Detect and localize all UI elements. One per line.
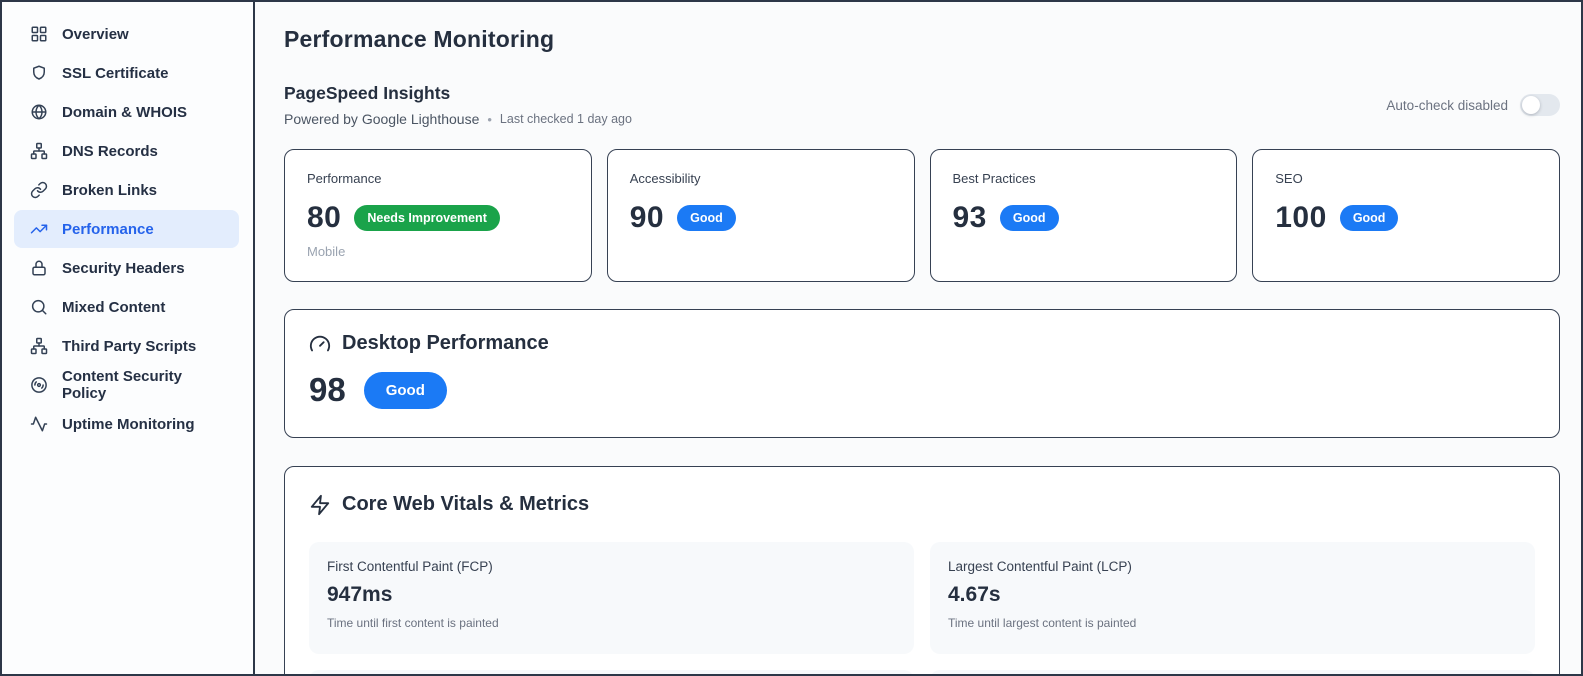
disc-spiral-icon xyxy=(30,376,48,394)
sidebar-item-broken-links[interactable]: Broken Links xyxy=(14,171,239,209)
sidebar-item-mixed-content[interactable]: Mixed Content xyxy=(14,288,239,326)
desktop-performance-title: Desktop Performance xyxy=(342,332,549,354)
sidebar-item-performance[interactable]: Performance xyxy=(14,210,239,248)
metrics-grid: First Contentful Paint (FCP) 947ms Time … xyxy=(309,542,1535,676)
metric-card-lcp: Largest Contentful Paint (LCP) 4.67s Tim… xyxy=(930,542,1535,654)
score-label: Performance xyxy=(307,171,382,186)
sidebar-item-label: Domain & WHOIS xyxy=(62,103,188,121)
metric-card-fcp: First Contentful Paint (FCP) 947ms Time … xyxy=(309,542,914,654)
autocheck-label: Auto-check disabled xyxy=(1386,97,1508,113)
last-checked-text: Last checked 1 day ago xyxy=(499,112,632,126)
gauge-icon xyxy=(309,333,331,355)
sidebar-item-uptime-monitoring[interactable]: Uptime Monitoring xyxy=(14,405,239,443)
metric-description: Time until first content is painted xyxy=(327,616,499,630)
status-badge: Needs Improvement xyxy=(354,205,500,231)
bullet-separator: • xyxy=(487,111,492,127)
status-badge: Good xyxy=(1339,205,1399,231)
sidebar-item-label: Third Party Scripts xyxy=(62,337,197,355)
dashboard-grid-icon xyxy=(30,25,48,43)
metric-value: 4.67s xyxy=(948,583,1001,606)
score-label: Best Practices xyxy=(952,171,1036,186)
score-subtitle: Mobile xyxy=(307,244,346,259)
sidebar-item-label: Mixed Content xyxy=(62,298,166,316)
shield-icon xyxy=(30,64,48,82)
sidebar-item-domain-whois[interactable]: Domain & WHOIS xyxy=(14,93,239,131)
zap-icon xyxy=(309,494,331,516)
network-icon xyxy=(30,142,48,160)
pagespeed-title: PageSpeed Insights xyxy=(284,83,451,103)
network-icon xyxy=(30,337,48,355)
sidebar-item-security-headers[interactable]: Security Headers xyxy=(14,249,239,287)
sidebar-item-label: Performance xyxy=(62,220,154,238)
sidebar-item-ssl-certificate[interactable]: SSL Certificate xyxy=(14,54,239,92)
metric-card-partial xyxy=(309,670,914,676)
main-content: Performance Monitoring PageSpeed Insight… xyxy=(255,0,1583,676)
score-card-accessibility: Accessibility 90 Good xyxy=(606,149,915,282)
metric-label: First Contentful Paint (FCP) xyxy=(327,559,493,574)
status-badge: Good xyxy=(999,205,1059,231)
sidebar-item-label: Overview xyxy=(62,25,129,43)
sidebar-item-label: Security Headers xyxy=(62,259,185,277)
score-value: 90 xyxy=(629,201,665,234)
score-card-performance: Performance 80 Needs Improvement Mobile xyxy=(284,149,592,282)
pagespeed-header: PageSpeed Insights Powered by Google Lig… xyxy=(284,83,1560,127)
link-icon xyxy=(30,181,48,199)
toggle-knob xyxy=(1522,96,1540,114)
sidebar-item-label: Broken Links xyxy=(62,181,158,199)
core-web-vitals-title: Core Web Vitals & Metrics xyxy=(342,493,590,515)
powered-by-text: Powered by Google Lighthouse xyxy=(284,111,480,127)
score-value: 80 xyxy=(307,201,342,234)
core-web-vitals-card: Core Web Vitals & Metrics First Contentf… xyxy=(284,466,1560,676)
metric-card-partial xyxy=(930,670,1535,676)
score-card-best-practices: Best Practices 93 Good xyxy=(929,149,1238,282)
autocheck-control: Auto-check disabled xyxy=(1386,94,1560,116)
metric-value: 947ms xyxy=(327,583,393,606)
globe-icon xyxy=(30,103,48,121)
score-card-seo: SEO 100 Good xyxy=(1252,149,1560,282)
sidebar-item-label: Uptime Monitoring xyxy=(62,415,195,433)
sidebar-item-dns-records[interactable]: DNS Records xyxy=(14,132,239,170)
metric-description: Time until largest content is painted xyxy=(948,616,1137,630)
activity-icon xyxy=(30,415,48,433)
score-label: SEO xyxy=(1275,171,1303,186)
desktop-performance-card: Desktop Performance 98 Good xyxy=(284,309,1560,438)
score-label: Accessibility xyxy=(629,171,701,186)
status-badge: Good xyxy=(363,371,447,409)
page-title: Performance Monitoring xyxy=(284,26,555,52)
sidebar-item-content-security-policy[interactable]: Content Security Policy xyxy=(14,366,239,404)
desktop-performance-value: 98 xyxy=(309,371,346,408)
search-icon xyxy=(30,298,48,316)
score-value: 100 xyxy=(1275,201,1327,234)
autocheck-toggle[interactable] xyxy=(1520,94,1560,116)
score-value: 93 xyxy=(952,201,987,234)
sidebar-item-label: Content Security Policy xyxy=(62,368,183,402)
status-badge: Good xyxy=(677,205,736,231)
pagespeed-subtitle: Powered by Google Lighthouse • Last chec… xyxy=(284,111,632,127)
score-card-row: Performance 80 Needs Improvement Mobile … xyxy=(284,149,1560,282)
trending-up-icon xyxy=(30,220,48,238)
lock-icon xyxy=(30,259,48,277)
metric-label: Largest Contentful Paint (LCP) xyxy=(948,559,1132,574)
pagespeed-header-left: PageSpeed Insights Powered by Google Lig… xyxy=(284,83,632,127)
sidebar-item-overview[interactable]: Overview xyxy=(14,15,239,53)
sidebar-item-label: DNS Records xyxy=(62,142,158,160)
sidebar: Overview SSL Certificate Domain & WHOIS … xyxy=(0,0,255,676)
sidebar-item-label: SSL Certificate xyxy=(62,64,169,82)
sidebar-item-third-party-scripts[interactable]: Third Party Scripts xyxy=(14,327,239,365)
